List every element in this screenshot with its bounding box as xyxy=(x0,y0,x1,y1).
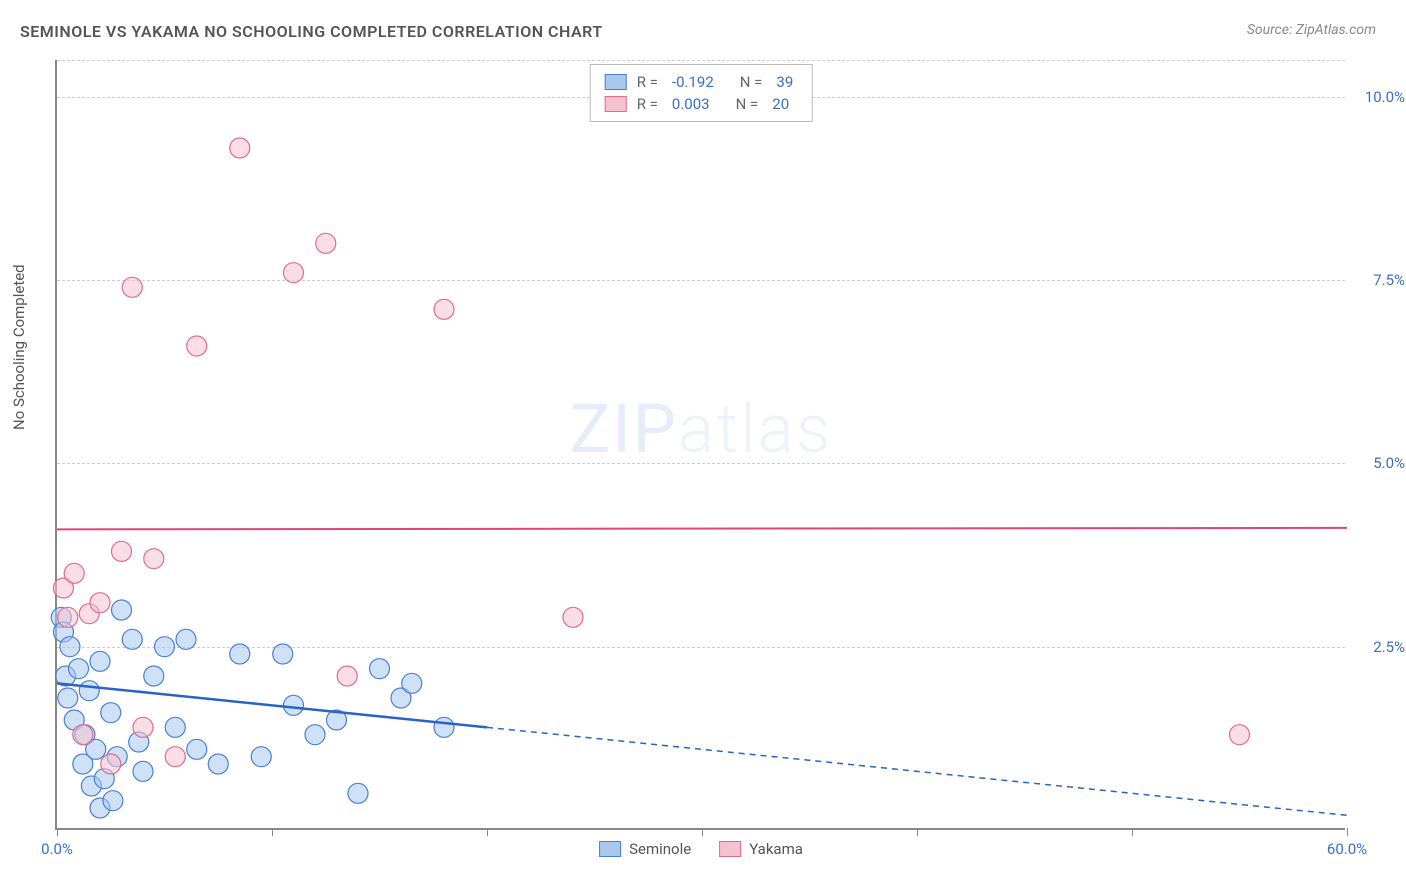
y-axis-label: No Schooling Completed xyxy=(10,264,28,430)
data-point xyxy=(144,549,164,569)
data-point xyxy=(305,725,325,745)
chart-svg xyxy=(57,60,1345,828)
data-point xyxy=(133,761,153,781)
data-point xyxy=(58,607,78,627)
legend-n-label: N = xyxy=(736,95,759,113)
data-point xyxy=(122,277,142,297)
data-point xyxy=(370,659,390,679)
data-point xyxy=(434,717,454,737)
data-point xyxy=(103,791,123,811)
data-point xyxy=(251,747,271,767)
data-point xyxy=(273,644,293,664)
data-point xyxy=(112,600,132,620)
chart-title: SEMINOLE VS YAKAMA NO SCHOOLING COMPLETE… xyxy=(20,22,603,41)
x-tick xyxy=(57,828,58,836)
series-legend: Seminole Yakama xyxy=(599,840,803,858)
data-point xyxy=(434,299,454,319)
data-point xyxy=(348,783,368,803)
data-point xyxy=(165,747,185,767)
legend-r-value: 0.003 xyxy=(668,95,714,113)
x-tick xyxy=(702,828,703,836)
data-point xyxy=(563,607,583,627)
y-tick-label: 2.5% xyxy=(1373,638,1405,656)
data-point xyxy=(176,629,196,649)
legend-r-label: R = xyxy=(637,73,658,91)
legend-r-value: -0.192 xyxy=(668,73,718,91)
data-point xyxy=(155,637,175,657)
data-point xyxy=(187,739,207,759)
data-point xyxy=(60,637,80,657)
data-point xyxy=(122,629,142,649)
data-point xyxy=(90,593,110,613)
source-attribution: Source: ZipAtlas.com xyxy=(1247,22,1376,38)
legend-n-value: 20 xyxy=(768,95,793,113)
data-point xyxy=(230,644,250,664)
legend-series-label: Seminole xyxy=(629,840,691,858)
legend-series-item: Yakama xyxy=(719,840,803,858)
data-point xyxy=(133,717,153,737)
x-tick xyxy=(272,828,273,836)
legend-swatch xyxy=(599,841,621,857)
trend-line-dashed xyxy=(487,727,1347,815)
correlation-legend: R = -0.192 N = 39 R = 0.003 N = 20 xyxy=(590,64,813,122)
data-point xyxy=(187,336,207,356)
x-tick xyxy=(1132,828,1133,836)
data-point xyxy=(69,659,89,679)
data-point xyxy=(144,666,164,686)
y-tick-label: 10.0% xyxy=(1365,88,1405,106)
trend-line xyxy=(57,683,487,727)
data-point xyxy=(73,725,93,745)
legend-n-value: 39 xyxy=(772,73,797,91)
legend-series-label: Yakama xyxy=(749,840,803,858)
legend-series-item: Seminole xyxy=(599,840,691,858)
legend-swatch xyxy=(605,96,627,112)
x-tick-label: 0.0% xyxy=(41,840,73,858)
data-point xyxy=(230,138,250,158)
x-tick xyxy=(917,828,918,836)
data-point xyxy=(1230,725,1250,745)
data-point xyxy=(101,703,121,723)
data-point xyxy=(79,681,99,701)
legend-n-label: N = xyxy=(740,73,763,91)
data-point xyxy=(64,563,84,583)
data-point xyxy=(316,233,336,253)
data-point xyxy=(284,263,304,283)
legend-swatch xyxy=(719,841,741,857)
legend-row: R = 0.003 N = 20 xyxy=(605,93,798,115)
x-tick xyxy=(487,828,488,836)
data-point xyxy=(58,688,78,708)
trend-line xyxy=(57,528,1347,529)
data-point xyxy=(101,754,121,774)
x-tick xyxy=(1347,828,1348,836)
y-tick-label: 5.0% xyxy=(1373,454,1405,472)
data-point xyxy=(337,666,357,686)
legend-r-label: R = xyxy=(637,95,658,113)
data-point xyxy=(90,651,110,671)
y-tick-label: 7.5% xyxy=(1373,271,1405,289)
data-point xyxy=(208,754,228,774)
plot-area: ZIPatlas 2.5%5.0%7.5%10.0% 0.0%60.0% R =… xyxy=(55,60,1345,830)
x-tick-label: 60.0% xyxy=(1327,840,1367,858)
data-point xyxy=(284,695,304,715)
legend-row: R = -0.192 N = 39 xyxy=(605,71,798,93)
data-point xyxy=(112,541,132,561)
legend-swatch xyxy=(605,74,627,90)
data-point xyxy=(402,673,422,693)
data-point xyxy=(165,717,185,737)
